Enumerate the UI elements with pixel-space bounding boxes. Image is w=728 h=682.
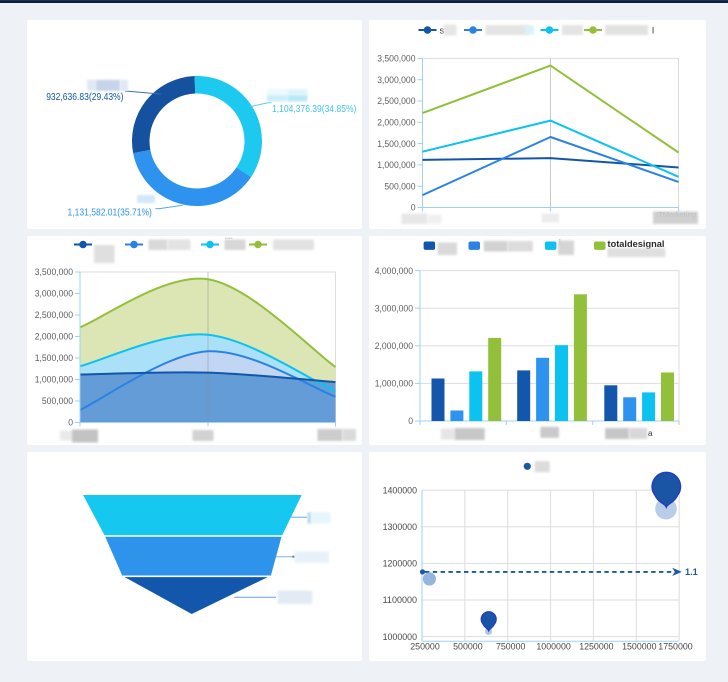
svg-text:3,000,000: 3,000,000 xyxy=(35,288,73,299)
svg-text:2,000,000: 2,000,000 xyxy=(377,117,415,128)
svg-text:1,500,000: 1,500,000 xyxy=(35,352,73,363)
svg-text:750000: 750000 xyxy=(496,642,526,652)
svg-text:....: .... xyxy=(225,236,233,241)
svg-text:1250000: 1250000 xyxy=(579,642,613,652)
svg-text:1000000: 1000000 xyxy=(383,632,417,642)
svg-text:1,104,376.39(34.85%): 1,104,376.39(34.85%) xyxy=(272,104,356,115)
svg-text:2,500,000: 2,500,000 xyxy=(35,309,73,320)
svg-text:totaldesignal: totaldesignal xyxy=(608,239,665,249)
svg-text:500,000: 500,000 xyxy=(42,395,73,406)
svg-text:1,000,000: 1,000,000 xyxy=(377,159,415,170)
svg-text:s: s xyxy=(440,26,445,37)
svg-text:0: 0 xyxy=(408,415,413,426)
svg-text:1500000: 1500000 xyxy=(622,642,656,652)
svg-text:1000000: 1000000 xyxy=(536,642,570,652)
svg-text:3,500,000: 3,500,000 xyxy=(377,53,415,64)
svg-text:1,000,000: 1,000,000 xyxy=(35,374,73,385)
svg-text:4,000,000: 4,000,000 xyxy=(375,265,413,276)
svg-text:1400000: 1400000 xyxy=(383,485,417,495)
svg-text:500000: 500000 xyxy=(453,642,483,652)
svg-text:2,000,000: 2,000,000 xyxy=(375,340,413,351)
svg-text:1,131,582.01(35.71%): 1,131,582.01(35.71%) xyxy=(68,208,152,219)
svg-text:932,636.83(29.43%): 932,636.83(29.43%) xyxy=(46,92,123,103)
svg-text:0: 0 xyxy=(411,202,416,213)
svg-text:a: a xyxy=(648,429,653,438)
svg-text:1,500,000: 1,500,000 xyxy=(377,138,415,149)
svg-text:1200000: 1200000 xyxy=(383,559,417,569)
svg-text:2,500,000: 2,500,000 xyxy=(377,95,415,106)
svg-text:500,000: 500,000 xyxy=(384,180,415,191)
svg-text:1,000,000: 1,000,000 xyxy=(375,378,413,389)
svg-text:3,000,000: 3,000,000 xyxy=(375,302,413,313)
svg-text:2,000,000: 2,000,000 xyxy=(35,331,73,342)
svg-text:250000: 250000 xyxy=(410,642,440,652)
svg-text:3,500,000: 3,500,000 xyxy=(35,266,73,277)
svg-text:1750000: 1750000 xyxy=(658,642,692,652)
svg-text:3,000,000: 3,000,000 xyxy=(377,74,415,85)
svg-text:l: l xyxy=(652,26,654,37)
svg-text:1100000: 1100000 xyxy=(383,595,417,605)
svg-text:1300000: 1300000 xyxy=(383,522,417,532)
svg-text:0: 0 xyxy=(68,417,73,428)
svg-text:1.1: 1.1 xyxy=(685,567,698,577)
